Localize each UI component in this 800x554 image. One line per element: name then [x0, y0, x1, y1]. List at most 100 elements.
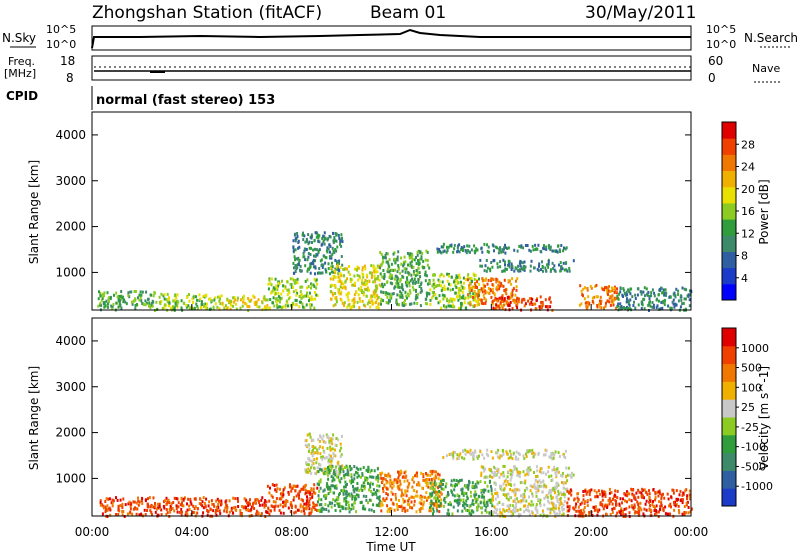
echo-cell	[377, 476, 380, 480]
echo-cell	[376, 474, 379, 478]
echo-cell	[309, 497, 312, 501]
echo-cell	[438, 482, 441, 486]
echo-cell	[350, 507, 353, 511]
echo-cell	[672, 302, 675, 306]
echo-cell	[403, 255, 406, 259]
echo-cell	[396, 276, 399, 280]
echo-cell	[675, 503, 678, 507]
echo-cell	[677, 504, 680, 508]
echo-cell	[408, 503, 411, 507]
echo-cell	[357, 474, 360, 478]
echo-cell	[539, 295, 542, 299]
echo-cell	[206, 306, 209, 310]
echo-cell	[429, 494, 432, 498]
echo-cell	[132, 507, 135, 511]
echo-cell	[377, 302, 380, 306]
echo-cell	[570, 493, 573, 497]
echo-cell	[464, 306, 467, 310]
echo-cell	[674, 504, 677, 508]
echo-cell	[650, 510, 653, 514]
echo-cell	[498, 247, 501, 251]
echo-cell	[429, 509, 432, 513]
echo-cell	[604, 504, 606, 508]
echo-cell	[421, 507, 424, 510]
echo-cell	[111, 498, 114, 502]
echo-cell	[429, 474, 432, 477]
echo-cell	[239, 509, 242, 512]
echo-cell	[217, 503, 220, 507]
echo-cell	[379, 499, 381, 503]
echo-cell	[356, 300, 359, 304]
echo-cell	[466, 278, 469, 282]
echo-cell	[599, 305, 601, 309]
echo-cell	[528, 509, 530, 513]
echo-cell	[427, 495, 430, 499]
echo-cell	[165, 496, 168, 500]
echo-cell	[329, 290, 332, 294]
echo-cell	[544, 266, 547, 270]
echo-cell	[515, 279, 517, 283]
echo-cell	[452, 456, 455, 460]
echo-cell	[260, 512, 263, 516]
echo-cell	[607, 289, 610, 293]
echo-cell	[218, 295, 221, 299]
echo-cell	[505, 267, 508, 271]
echo-cell	[389, 275, 392, 279]
freq-label-1: Freq.	[8, 55, 35, 68]
echo-cell	[434, 284, 437, 288]
echo-cell	[687, 506, 690, 509]
echo-cell	[517, 451, 520, 455]
echo-cell	[353, 490, 356, 494]
echo-cell	[200, 302, 203, 306]
echo-cell	[683, 297, 686, 301]
echo-cell	[253, 295, 256, 299]
echo-cell	[586, 306, 589, 310]
echo-cell	[682, 498, 684, 502]
echo-cell	[126, 512, 129, 516]
echo-cell	[474, 298, 477, 302]
echo-cell	[651, 288, 654, 292]
echo-cell	[475, 300, 478, 304]
echo-cell	[390, 507, 393, 511]
echo-cell	[494, 507, 497, 511]
echo-cell	[594, 495, 597, 499]
echo-cell	[477, 302, 480, 306]
echo-cell	[652, 504, 655, 508]
echo-cell	[359, 276, 361, 280]
echo-cell	[171, 506, 174, 510]
echo-cell	[99, 301, 102, 305]
echo-cell	[163, 297, 166, 301]
echo-cell	[640, 508, 643, 512]
echo-cell	[109, 295, 112, 299]
echo-cell	[188, 508, 191, 512]
echo-cell	[688, 489, 691, 493]
echo-cell	[637, 303, 640, 307]
echo-cell	[374, 280, 377, 284]
echo-cell	[486, 475, 489, 479]
echo-cell	[332, 484, 334, 488]
echo-cell	[225, 307, 228, 311]
echo-cell	[494, 481, 497, 485]
echo-cell	[161, 306, 164, 310]
echo-cell	[379, 299, 382, 303]
echo-cell	[528, 297, 531, 301]
echo-cell	[308, 291, 311, 295]
echo-cell	[312, 490, 315, 494]
x-tick-label: 04:00	[175, 525, 210, 539]
echo-cell	[682, 301, 685, 305]
echo-cell	[119, 299, 122, 303]
echo-cell	[594, 285, 597, 288]
echo-cell	[452, 454, 455, 458]
echo-cell	[659, 307, 662, 311]
echo-cell	[543, 503, 546, 507]
echo-cell	[487, 454, 490, 457]
echo-cell	[551, 478, 554, 482]
echo-cell	[619, 307, 622, 311]
echo-cell	[537, 487, 540, 491]
echo-cell	[514, 298, 517, 302]
echo-cell	[637, 507, 640, 511]
echo-cell	[611, 299, 613, 303]
echo-cell	[525, 452, 527, 456]
echo-cell	[479, 480, 482, 484]
echo-cell	[360, 475, 362, 479]
